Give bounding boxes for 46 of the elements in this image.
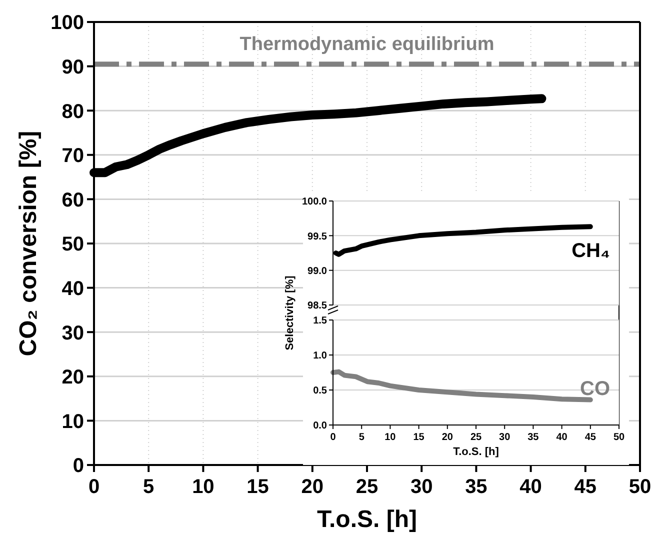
y-tick-label: 90 <box>62 56 84 78</box>
x-tick-label: 15 <box>246 476 269 498</box>
x-tick-label: 5 <box>143 476 154 498</box>
x-tick-label: 10 <box>192 476 214 498</box>
y-tick-label: 1.5 <box>313 316 328 327</box>
x-tick-label: 10 <box>384 432 396 443</box>
ref-line-label: Thermodynamic equilibrium <box>240 34 494 56</box>
x-tick-label: 50 <box>628 476 652 498</box>
y-tick-label: 98.5 <box>308 300 328 312</box>
x-tick-label: 25 <box>470 432 482 443</box>
series-label: CO <box>580 378 610 400</box>
y-tick-label: 80 <box>62 100 84 123</box>
y-tick-label: 100 <box>50 12 84 34</box>
y-tick-label: 60 <box>62 189 84 212</box>
x-tick-label: 40 <box>520 476 542 498</box>
y-axis-title: CO₂ conversion [%] <box>15 130 42 356</box>
x-tick-label: 45 <box>574 476 597 498</box>
x-axis-title: T.o.S. [h] <box>453 446 500 458</box>
x-tick-label: 30 <box>499 432 511 443</box>
y-tick-label: 30 <box>62 322 84 344</box>
y-tick-label: 1.0 <box>313 350 328 362</box>
y-tick-label: 70 <box>62 145 84 168</box>
x-tick-label: 50 <box>613 432 625 443</box>
y-tick-label: 0.5 <box>313 386 328 397</box>
x-axis-title: T.o.S. [h] <box>317 506 417 533</box>
x-tick-label: 40 <box>556 432 568 443</box>
x-tick-label: 45 <box>584 432 596 443</box>
y-tick-label: 40 <box>62 278 84 300</box>
x-tick-label: 30 <box>410 476 433 498</box>
x-tick-label: 20 <box>442 432 454 443</box>
y-axis-title: Selectivity [%] <box>284 275 296 350</box>
x-tick-label: 35 <box>528 432 540 443</box>
y-tick-label: 100.0 <box>302 196 328 208</box>
x-tick-label: 0 <box>330 432 336 443</box>
y-tick-label: 50 <box>62 234 84 256</box>
y-tick-label: 0.0 <box>313 420 328 432</box>
x-tick-label: 0 <box>88 476 100 498</box>
y-tick-label: 99.5 <box>308 231 328 242</box>
y-tick-label: 20 <box>62 366 84 389</box>
x-tick-label: 15 <box>413 432 425 443</box>
y-tick-label: 0 <box>72 455 84 478</box>
x-tick-label: 5 <box>358 432 365 443</box>
x-tick-label: 35 <box>465 476 488 498</box>
x-tick-label: 25 <box>356 476 378 498</box>
y-tick-label: 99.0 <box>308 266 328 277</box>
series-label: CH₄ <box>572 240 610 262</box>
